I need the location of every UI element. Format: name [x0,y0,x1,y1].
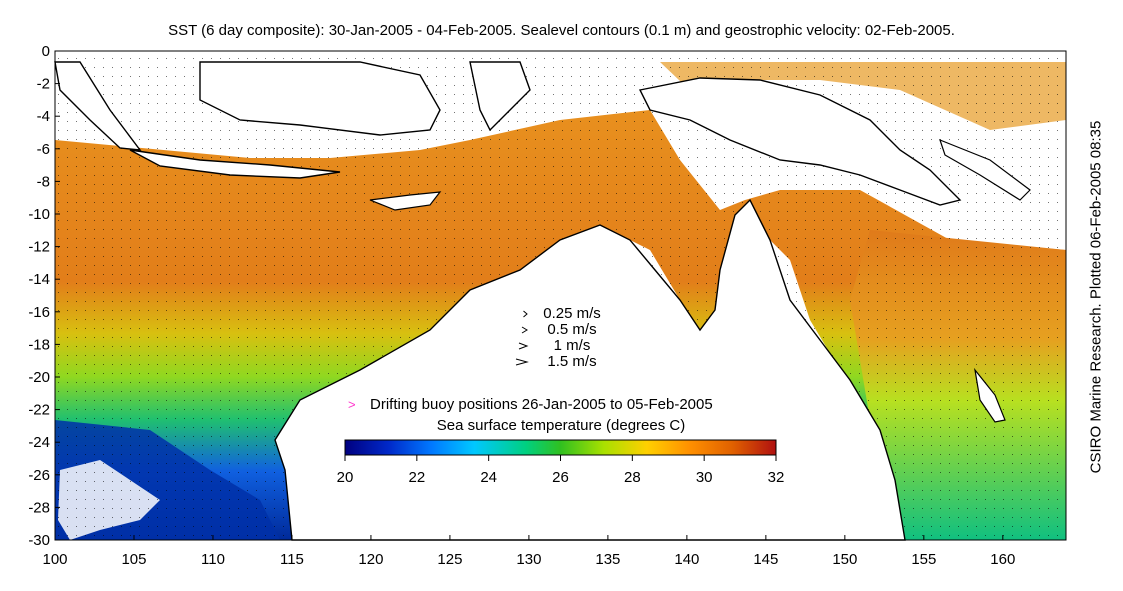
lon-tick-label: 115 [280,551,304,568]
lon-tick-label: 100 [42,551,67,568]
land-java [129,149,341,179]
lon-tick-label: 120 [358,551,383,568]
land-timor [369,191,442,211]
lat-tick-label: -26 [28,467,50,484]
lat-tick-label: -30 [28,532,50,549]
colorbar-tick-label: 30 [696,469,713,486]
lat-tick-label: -12 [28,239,50,256]
land-sulawesi [469,61,531,132]
longitude-axis: 100 105 110 115 120 125 130 135 140 145 150 155 160 [42,535,1015,568]
lon-tick-label: 150 [832,551,857,568]
colorbar-tick-label: 26 [552,469,569,486]
lat-tick-label: -16 [28,304,50,321]
lon-tick-label: 155 [911,551,936,568]
land-sumatra [54,61,142,151]
plot-frame [54,50,1067,541]
lat-tick-label: -20 [28,369,50,386]
map-title: SST (6 day composite): 30-Jan-2005 - 04-… [168,22,955,39]
colorbar-tick-label: 28 [624,469,641,486]
lon-tick-label: 130 [516,551,541,568]
colorbar-tick-label: 32 [768,469,785,486]
lon-tick-label: 140 [674,551,699,568]
colorbar-scale [344,439,777,456]
land-borneo [199,61,441,136]
colorbar-title: Sea surface temperature (degrees C) [437,417,685,434]
lon-tick-label: 125 [437,551,462,568]
velocity-arrow [515,358,529,366]
colorbar-tick-label: 24 [480,469,497,486]
lat-tick-label: -24 [28,434,50,451]
lat-tick-label: -8 [37,173,50,190]
land-new-guinea [638,77,962,206]
land-solomons [939,138,1031,201]
lat-tick-label: -10 [28,206,50,223]
lon-tick-label: 145 [753,551,778,568]
velocity-arrow [518,342,529,350]
colorbar-tick-label: 22 [408,469,425,486]
latitude-axis: 0 -2 -4 -6 -8 -10 -12 -14 -16 -18 -20 -22 -24 -26 -28 -… [28,43,60,549]
colorbar-ticks: 20 22 24 26 28 30 32 [337,455,785,486]
lon-tick-label: 135 [595,551,620,568]
velocity-arrow [523,310,528,318]
buoy-legend-label: Drifting buoy positions 26-Jan-2005 to 0… [370,396,713,413]
lon-tick-label: 160 [990,551,1015,568]
lat-tick-label: -2 [37,76,50,93]
lon-tick-label: 105 [121,551,146,568]
buoy-marker: > [348,397,356,412]
lat-tick-label: -22 [28,402,50,419]
velocity-label: 1.5 m/s [547,353,596,370]
lat-tick-label: -6 [37,141,50,158]
lat-tick-label: -4 [37,108,50,125]
lat-tick-label: -28 [28,499,50,516]
velocity-label: 0.25 m/s [543,305,601,322]
lon-tick-label: 110 [201,551,225,568]
velocity-label: 1 m/s [554,337,591,354]
velocity-arrow [521,326,528,334]
lat-tick-label: -14 [28,271,50,288]
land-new-caledonia [974,367,1006,423]
lat-tick-label: -18 [28,336,50,353]
velocity-legend: 0.25 m/s0.5 m/s1 m/s1.5 m/s [515,305,601,370]
buoy-legend: > Drifting buoy positions 26-Jan-2005 to… [348,396,713,413]
colorbar: Sea surface temperature (degrees C) 20 22… [337,417,785,486]
colorbar-tick-label: 20 [337,469,354,486]
lat-tick-label: 0 [42,43,50,60]
velocity-label: 0.5 m/s [547,321,596,338]
